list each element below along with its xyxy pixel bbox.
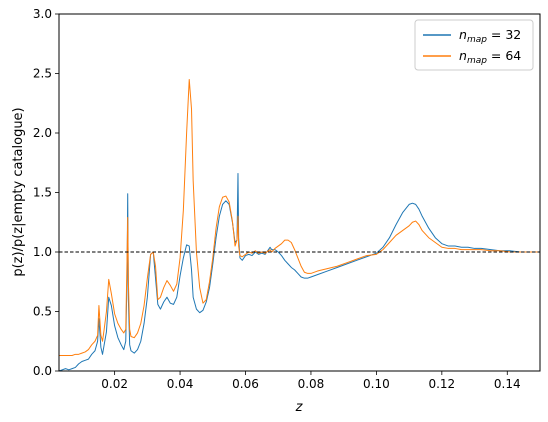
x-tick-label: 0.12 xyxy=(428,377,455,391)
x-tick-label: 0.14 xyxy=(494,377,521,391)
y-tick-label: 2.0 xyxy=(33,126,52,140)
y-axis-label: p(z)/p(z|empty catalogue) xyxy=(11,107,26,276)
series-line-2 xyxy=(59,78,540,357)
y-tick-label: 0.5 xyxy=(33,305,52,319)
legend-label-1: nmap = 32 xyxy=(459,27,521,45)
plot-background xyxy=(59,14,540,371)
y-tick-label: 0.0 xyxy=(33,364,52,378)
x-tick-label: 0.02 xyxy=(101,377,128,391)
x-tick-label: 0.10 xyxy=(363,377,390,391)
x-tick-label: 0.08 xyxy=(298,377,325,391)
legend: nmap = 32 nmap = 64 xyxy=(414,19,534,71)
legend-label-2: nmap = 64 xyxy=(459,48,521,66)
y-tick-label: 3.0 xyxy=(33,7,52,21)
x-tick-label: 0.04 xyxy=(167,377,194,391)
legend-box xyxy=(414,19,534,71)
x-tick-label: 0.06 xyxy=(232,377,259,391)
y-tick-label: 1.5 xyxy=(33,186,52,200)
x-axis-label: z xyxy=(295,400,304,415)
y-tick-label: 2.5 xyxy=(33,67,52,81)
y-tick-label: 1.0 xyxy=(33,245,52,259)
